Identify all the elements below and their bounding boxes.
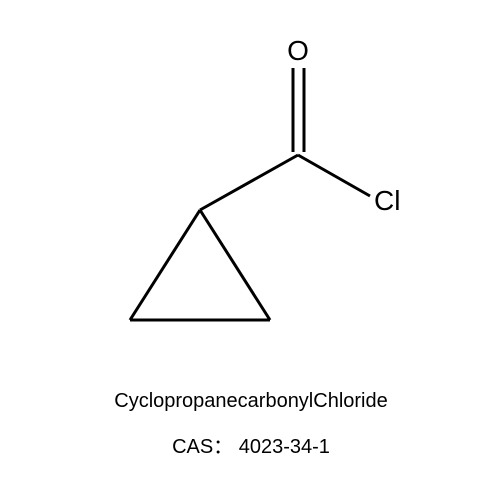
bond-cp-1 [130,210,200,320]
cas-number: 4023-34-1 [239,436,330,458]
bond-to-carbonyl [200,155,298,210]
bond-cp-3 [200,210,270,320]
image-container: O Cl CyclopropanecarbonylChloride CAS： 4… [0,0,502,501]
molecule-structure: O Cl [60,40,440,350]
bond-ccl [298,155,370,196]
compound-name-label: CyclopropanecarbonylChloride [0,390,502,413]
oxygen-atom-label: O [287,40,309,66]
cas-label: CAS： [172,436,233,458]
chlorine-atom-label: Cl [374,185,400,216]
cas-line: CAS： 4023-34-1 [0,430,502,459]
